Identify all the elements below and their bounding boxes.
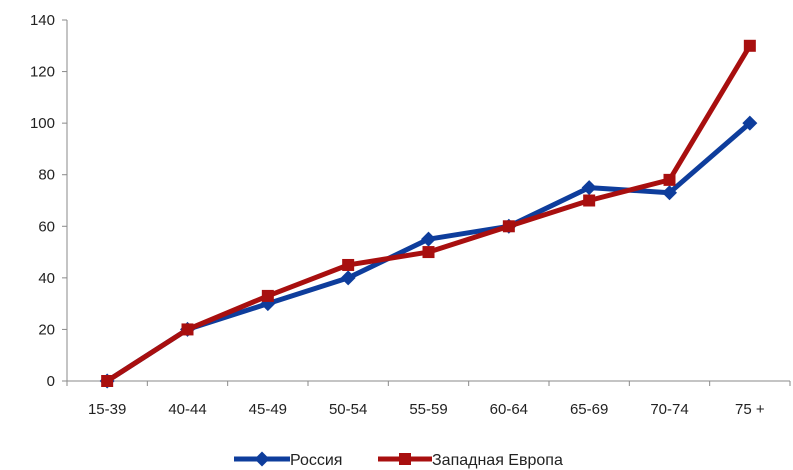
- data-point: [101, 375, 114, 387]
- legend-label: Западная Европа: [432, 452, 563, 469]
- data-point: [261, 289, 274, 302]
- x-tick-label: 70-74: [650, 401, 688, 418]
- data-point: [662, 185, 677, 201]
- y-tick-label: 140: [30, 12, 55, 29]
- data-point: [181, 323, 194, 336]
- data-point: [502, 220, 515, 233]
- x-axis-ticks: 15-39 40-44 45-49 50-54 55-59 60-64 65-69 70-74…: [66, 381, 791, 418]
- y-tick-label: 0: [47, 373, 55, 390]
- y-tick-label: 20: [38, 321, 55, 338]
- y-tick-label: 40: [38, 270, 55, 287]
- legend: Россия Западная Европа: [234, 451, 563, 469]
- data-point: [340, 270, 356, 286]
- x-tick-label: 55-59: [409, 401, 447, 418]
- x-tick-label: 45-49: [249, 401, 287, 418]
- data-point: [583, 194, 596, 207]
- data-point: [421, 231, 436, 247]
- data-point: [663, 173, 676, 186]
- x-tick-label: 65-69: [570, 401, 608, 418]
- legend-label: Россия: [290, 452, 342, 469]
- y-tick-label: 120: [30, 64, 55, 81]
- y-tick-label: 80: [38, 167, 55, 184]
- data-point: [422, 246, 435, 259]
- y-tick-label: 60: [38, 218, 55, 235]
- data-point: [742, 115, 758, 131]
- series-layer: [99, 39, 758, 389]
- series-western-europe: [101, 39, 756, 387]
- y-axis-ticks: 0 20 40 60 80 100 120 140: [30, 12, 67, 390]
- legend-item: Западная Европа: [378, 452, 563, 469]
- x-tick-label: 50-54: [329, 401, 367, 418]
- legend-item: Россия: [234, 451, 342, 469]
- data-point: [581, 180, 597, 196]
- x-tick-label: 40-44: [168, 401, 206, 418]
- series-line: [105, 44, 752, 384]
- x-tick-label: 15-39: [88, 401, 126, 418]
- legend-marker: [254, 451, 270, 467]
- x-tick-label: 75 +: [735, 401, 765, 418]
- data-point: [743, 39, 756, 52]
- legend-marker: [399, 453, 411, 465]
- y-tick-label: 100: [30, 115, 55, 132]
- data-point: [342, 258, 355, 271]
- x-tick-label: 60-64: [490, 401, 528, 418]
